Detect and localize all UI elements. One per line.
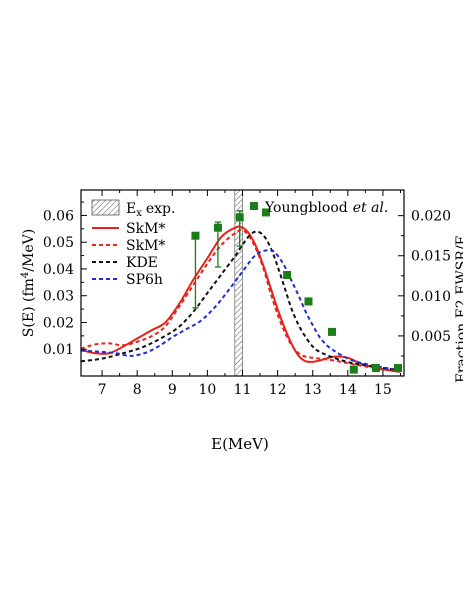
y-tick-label: 0.06 <box>43 208 74 224</box>
y-tick-label: 0.03 <box>43 289 74 305</box>
series-layer <box>81 225 401 373</box>
y-tick-label: 0.05 <box>43 235 74 251</box>
y-tick-label: 0.04 <box>43 262 74 278</box>
y2-tick-label: 0.015 <box>411 249 451 265</box>
legend-band-label: Ex exp. <box>126 201 175 219</box>
legend-exp-label: Youngblood et al. <box>264 200 388 216</box>
x-tick-label: 10 <box>198 382 216 398</box>
y2-axis-label: Fraction E2 EWSR/E <box>454 235 463 383</box>
points-layer <box>191 208 403 374</box>
x-tick-label: 12 <box>269 382 287 398</box>
exp-point <box>371 363 380 372</box>
legend-label-kde: KDE <box>126 255 158 271</box>
exp-band-layer <box>234 190 243 376</box>
exp-point <box>304 297 313 306</box>
y-ticks: 0.01 0.02 0.03 0.04 0.05 0.06 <box>43 201 87 358</box>
legend-label-skm-solid: SkM* <box>126 221 165 237</box>
x-tick-label: 13 <box>304 382 322 398</box>
y2-tick-label: 0.010 <box>411 289 451 305</box>
x-ticks: 7 8 9 10 11 12 13 14 15 <box>98 190 401 398</box>
legend: Ex exp. SkM* SkM* KDE SP6h Youngblood et a… <box>91 199 388 288</box>
series-line-3 <box>81 249 401 372</box>
x-tick-label: 7 <box>98 382 107 398</box>
series-line-1 <box>81 228 401 373</box>
exp-point <box>394 363 403 372</box>
exp-point <box>191 231 200 240</box>
exp-point <box>262 208 271 217</box>
x-tick-label: 11 <box>234 382 252 398</box>
exp-point <box>349 365 358 374</box>
x-axis-label: E(MeV) <box>211 435 269 453</box>
exp-point <box>328 327 337 336</box>
exp-point <box>235 213 244 222</box>
x-tick-label: 8 <box>133 382 142 398</box>
x-tick-label: 9 <box>168 382 177 398</box>
y2-tick-label: 0.020 <box>411 209 451 225</box>
y2-ticks: 0.005 0.010 0.015 0.020 <box>398 209 451 357</box>
legend-label-skm-dashed: SkM* <box>126 238 165 254</box>
x-tick-label: 14 <box>339 382 357 398</box>
legend-band-swatch <box>91 199 120 216</box>
x-tick-label: 15 <box>374 382 392 398</box>
exp-point <box>213 223 222 232</box>
exp-point <box>283 270 292 279</box>
series-line-2 <box>81 230 401 372</box>
y2-tick-label: 0.005 <box>411 329 451 345</box>
y-tick-label: 0.01 <box>43 342 74 358</box>
legend-label-sp6h: SP6h <box>126 272 163 288</box>
y-axis-label: S(E) (fm4/MeV) <box>20 229 37 337</box>
legend-exp-marker <box>250 202 258 210</box>
y-tick-label: 0.02 <box>43 315 74 331</box>
exp-band <box>234 190 243 376</box>
